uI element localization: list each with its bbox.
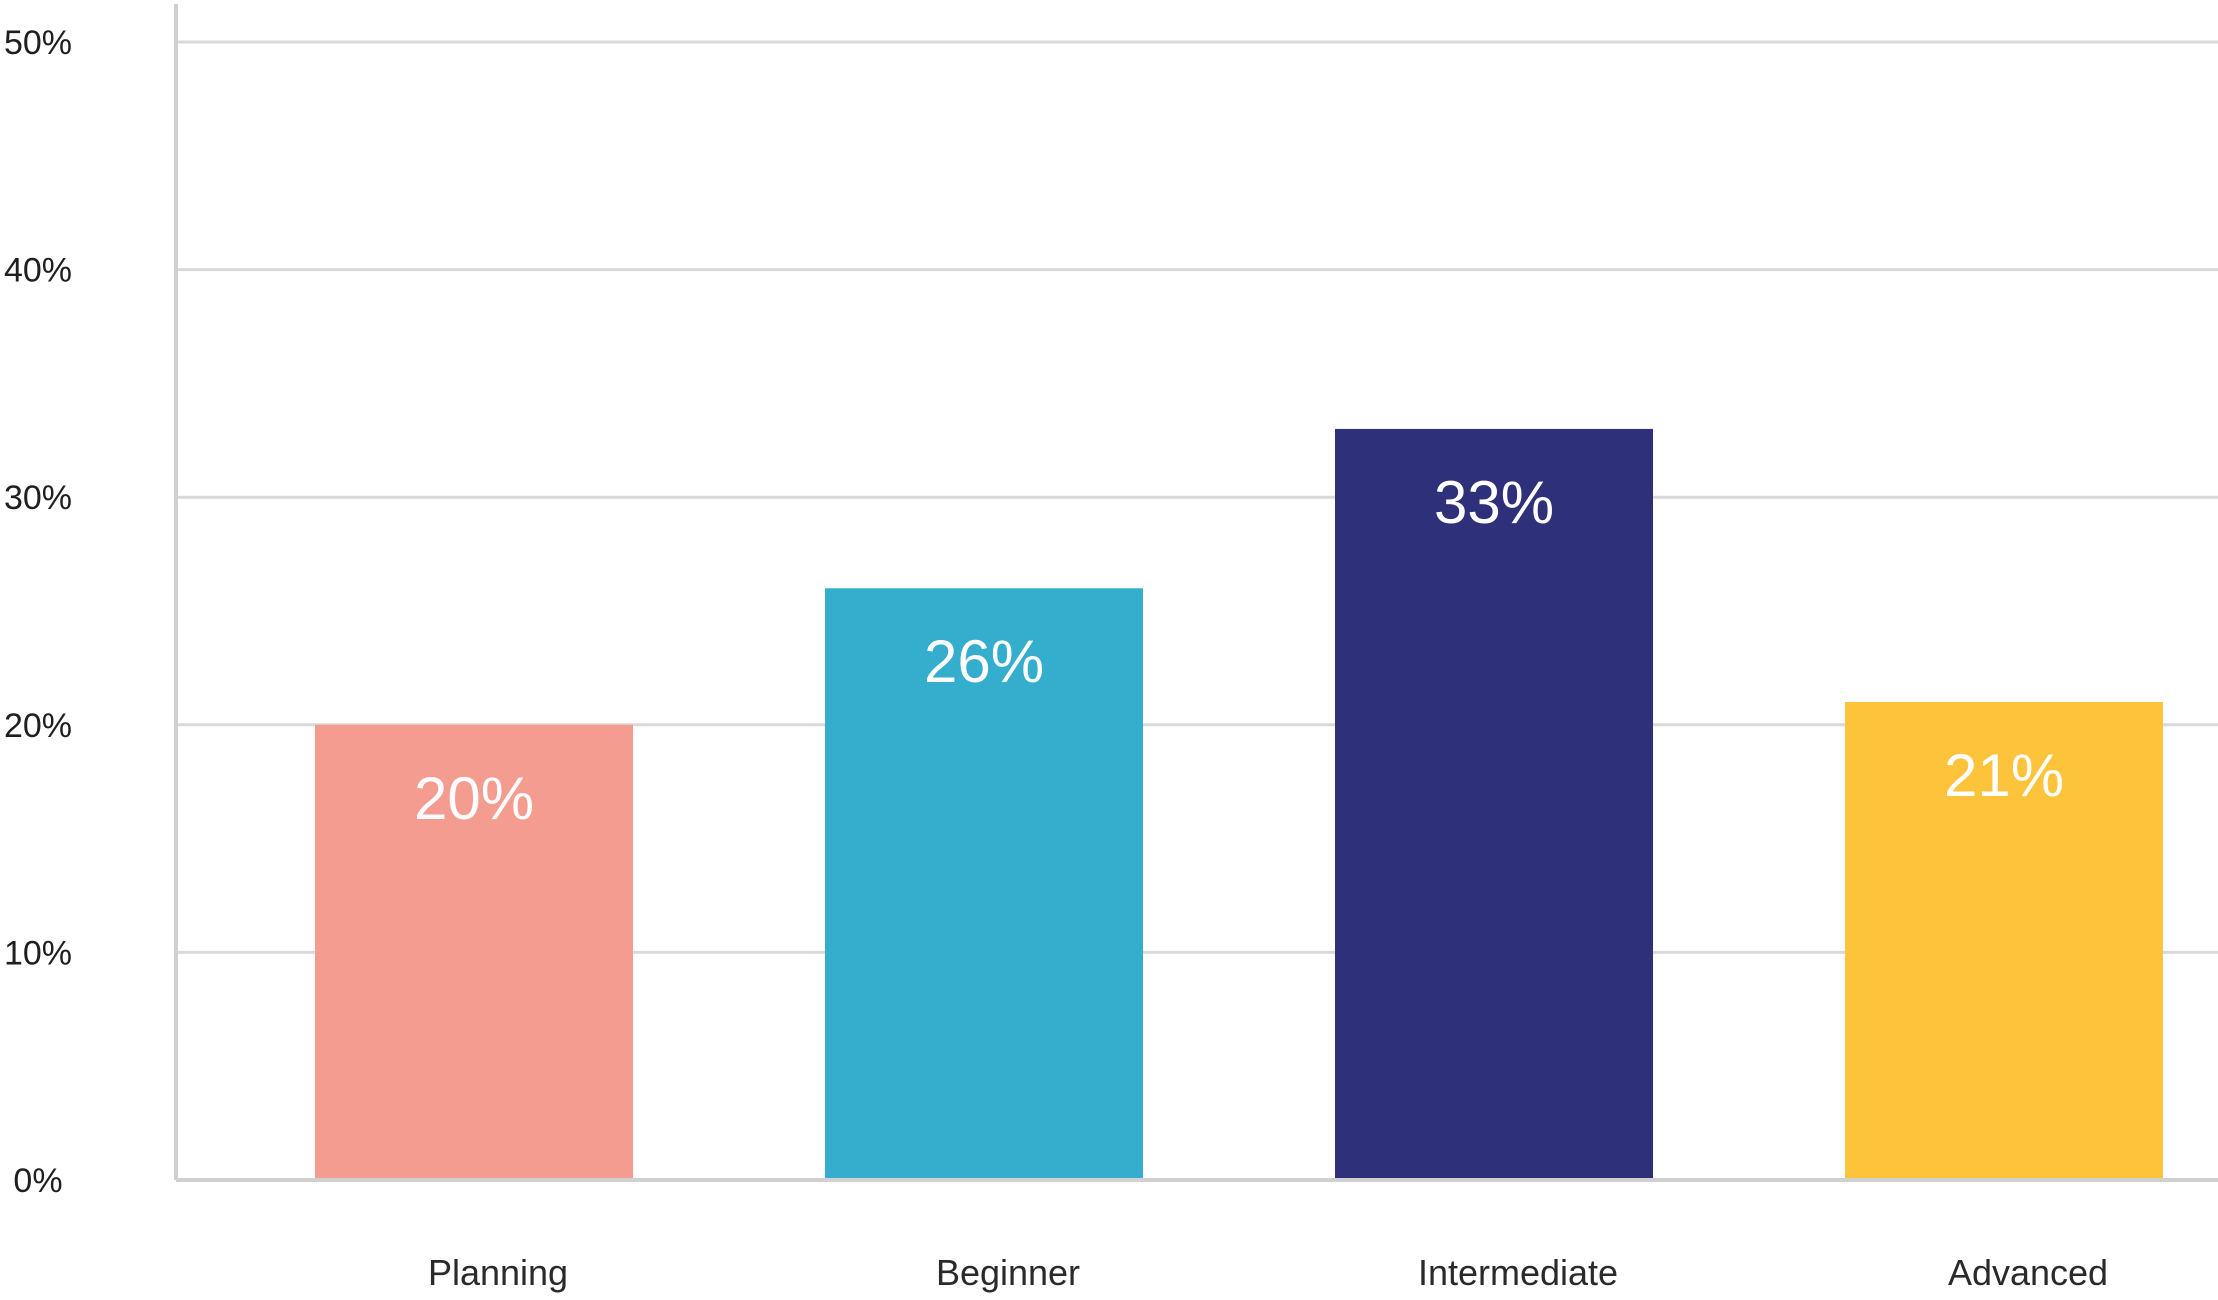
y-tick-label-40: 40% (4, 252, 72, 290)
labels: 0% 10% 20% 30% 40% 50% 20% Planning 26% Beginner 3… (4, 24, 2108, 1293)
x-tick-label-intermediate: Intermediate (1418, 1252, 1618, 1293)
bar-planning (315, 724, 633, 1178)
bar-beginner (825, 588, 1143, 1178)
axes (174, 4, 2218, 1182)
data-label-intermediate: 33% (1434, 469, 1554, 536)
x-tick-label-beginner: Beginner (936, 1252, 1080, 1293)
y-tick-label-20: 20% (4, 707, 72, 745)
y-tick-label-30: 30% (4, 479, 72, 517)
bar-intermediate (1335, 428, 1653, 1178)
x-tick-label-advanced: Advanced (1948, 1252, 2108, 1293)
y-tick-label-0: 0% (13, 1162, 62, 1200)
y-tick-label-50: 50% (4, 24, 72, 62)
bar-advanced (1845, 702, 2163, 1178)
data-label-beginner: 26% (924, 628, 1044, 695)
y-tick-label-10: 10% (4, 934, 72, 972)
data-label-advanced: 21% (1944, 742, 2064, 809)
data-label-planning: 20% (414, 765, 534, 832)
x-tick-label-planning: Planning (428, 1252, 568, 1293)
bars (315, 428, 2163, 1178)
